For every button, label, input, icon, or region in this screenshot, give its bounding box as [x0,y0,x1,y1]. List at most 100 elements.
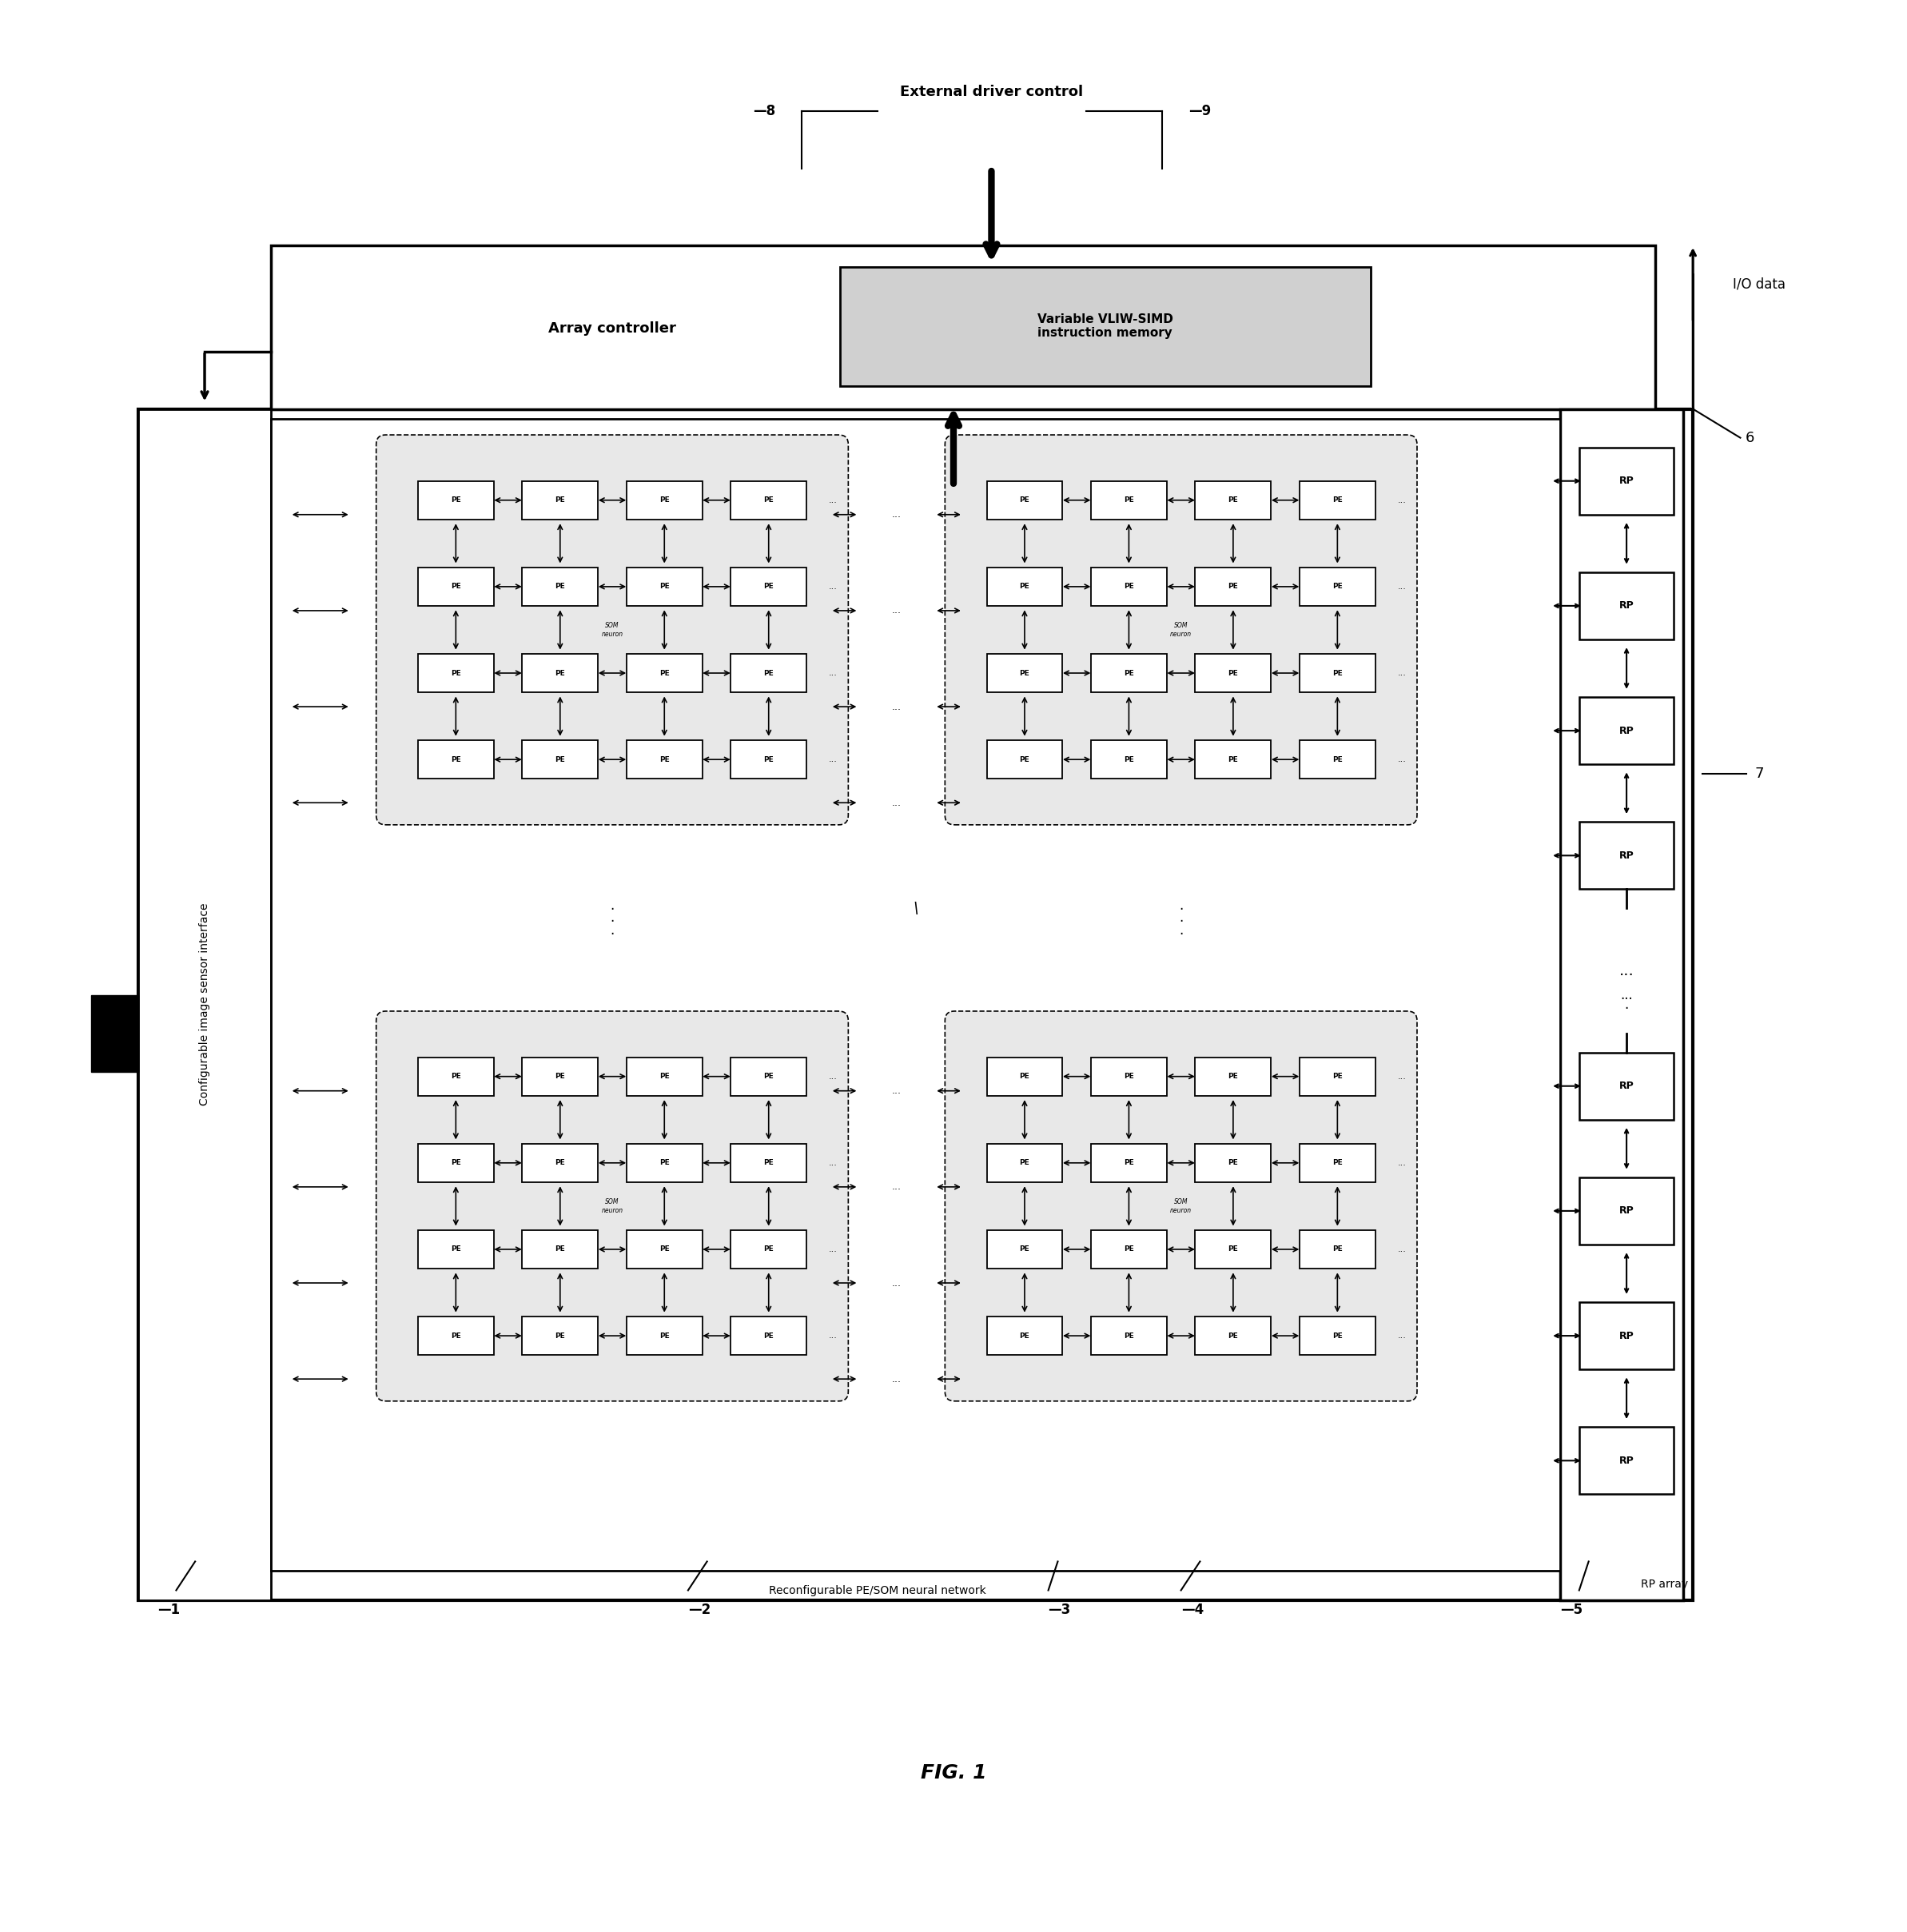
Text: PE: PE [1333,1246,1343,1254]
FancyBboxPatch shape [986,1057,1062,1095]
FancyBboxPatch shape [627,568,702,607]
FancyBboxPatch shape [1091,1057,1167,1095]
FancyBboxPatch shape [730,1144,807,1182]
FancyBboxPatch shape [730,1231,807,1269]
FancyBboxPatch shape [523,740,599,779]
Text: PE: PE [555,1246,564,1254]
Text: PE: PE [1020,583,1030,589]
FancyBboxPatch shape [418,740,494,779]
Text: PE: PE [763,583,774,589]
Text: PE: PE [1228,497,1238,504]
FancyBboxPatch shape [418,1057,494,1095]
Text: PE: PE [1123,755,1135,763]
FancyBboxPatch shape [1579,448,1674,514]
Text: ...: ... [892,1277,902,1289]
FancyBboxPatch shape [1299,1316,1375,1354]
Text: ...: ... [1398,755,1405,763]
Text: PE: PE [555,497,564,504]
Text: RP: RP [1619,1080,1634,1092]
FancyBboxPatch shape [986,1231,1062,1269]
Text: ...: ... [830,668,837,676]
Text: I/O data: I/O data [1733,276,1785,292]
FancyBboxPatch shape [1091,1231,1167,1269]
Text: ...: ... [830,497,837,504]
FancyBboxPatch shape [986,1144,1062,1182]
Text: ...: ... [1398,1072,1405,1080]
FancyBboxPatch shape [1196,568,1272,607]
FancyBboxPatch shape [730,568,807,607]
Text: PE: PE [555,755,564,763]
Text: ...: ... [892,1086,902,1095]
FancyBboxPatch shape [839,267,1371,386]
FancyBboxPatch shape [1579,1177,1674,1244]
Text: —9: —9 [1188,104,1211,118]
FancyBboxPatch shape [1299,740,1375,779]
Text: PE: PE [763,670,774,676]
FancyBboxPatch shape [1579,572,1674,639]
Text: —1: —1 [156,1602,179,1617]
Text: PE: PE [1020,497,1030,504]
Text: ...: ... [1398,1331,1405,1339]
FancyBboxPatch shape [418,1231,494,1269]
Text: PE: PE [1123,670,1135,676]
Text: —4: —4 [1180,1602,1203,1617]
Text: ...: ... [830,1246,837,1254]
Text: ...: ... [1619,964,1634,978]
Text: PE: PE [555,1159,564,1167]
FancyBboxPatch shape [986,1316,1062,1354]
Text: PE: PE [1333,583,1343,589]
FancyBboxPatch shape [1196,1144,1272,1182]
FancyBboxPatch shape [1299,568,1375,607]
Text: SOM
neuron: SOM neuron [1171,1198,1192,1213]
Text: RP: RP [1619,1206,1634,1215]
Text: —8: —8 [753,104,774,118]
FancyBboxPatch shape [1579,1428,1674,1493]
FancyBboxPatch shape [1091,740,1167,779]
Text: PE: PE [1333,755,1343,763]
FancyBboxPatch shape [523,653,599,692]
Text: ...: ... [1398,583,1405,591]
FancyBboxPatch shape [730,653,807,692]
Text: 6: 6 [1745,431,1754,444]
Text: RP: RP [1619,726,1634,736]
Text: Variable VLIW-SIMD
instruction memory: Variable VLIW-SIMD instruction memory [1037,313,1173,340]
Text: Array controller: Array controller [549,321,677,336]
FancyBboxPatch shape [523,1144,599,1182]
FancyBboxPatch shape [730,740,807,779]
FancyBboxPatch shape [523,568,599,607]
Text: PE: PE [555,1333,564,1339]
Text: PE: PE [660,497,669,504]
FancyBboxPatch shape [1299,1231,1375,1269]
Text: ...: ... [1398,1159,1405,1167]
FancyBboxPatch shape [730,1057,807,1095]
Text: PE: PE [1333,1333,1343,1339]
Text: PE: PE [1333,1159,1343,1167]
Text: PE: PE [1228,1333,1238,1339]
FancyBboxPatch shape [986,740,1062,779]
FancyBboxPatch shape [271,419,1560,1571]
FancyBboxPatch shape [1091,481,1167,520]
Text: PE: PE [763,1072,774,1080]
Text: PE: PE [763,1246,774,1254]
Text: PE: PE [1123,1159,1135,1167]
Text: PE: PE [660,1159,669,1167]
Text: PE: PE [1020,1159,1030,1167]
Text: ...: ... [1398,668,1405,676]
FancyBboxPatch shape [1299,1144,1375,1182]
FancyBboxPatch shape [986,653,1062,692]
Text: PE: PE [1020,670,1030,676]
Text: PE: PE [555,1072,564,1080]
FancyBboxPatch shape [1299,653,1375,692]
FancyBboxPatch shape [418,1316,494,1354]
FancyBboxPatch shape [92,995,139,1072]
Text: PE: PE [450,1246,461,1254]
Text: PE: PE [555,583,564,589]
Text: RP: RP [1619,601,1634,611]
Text: ...: ... [1398,497,1405,504]
Text: PE: PE [450,1159,461,1167]
FancyBboxPatch shape [946,435,1417,825]
FancyBboxPatch shape [1196,1231,1272,1269]
Text: RP: RP [1619,1455,1634,1466]
FancyBboxPatch shape [1196,653,1272,692]
FancyBboxPatch shape [1579,1302,1674,1370]
